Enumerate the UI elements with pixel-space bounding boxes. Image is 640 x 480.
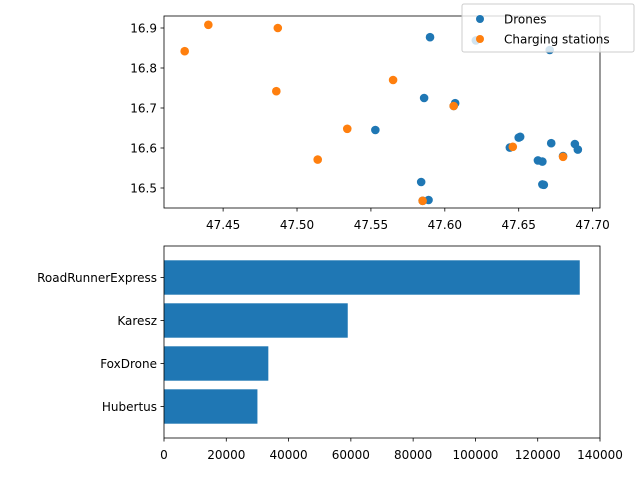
bar-x-tick-label: 40000 [269,448,307,462]
bar-panel: RoadRunnerExpressKareszFoxDroneHubertus … [37,245,623,462]
scatter-y-tick-label: 16.6 [130,142,157,156]
scatter-y-axis: 16.5 16.6 16.7 16.8 16.9 [130,22,164,196]
point-charging-stations [272,86,281,96]
point-drones [416,177,426,187]
bar-hubertus [164,389,258,424]
point-drones [573,145,583,154]
bar-x-tick-label: 120000 [515,448,561,462]
scatter-panel: 16.5 16.6 16.7 16.8 16.9 47.45 47.50 47.55 47.6… [130,3,635,232]
legend-box [461,3,635,53]
bar-x-tick-label: 0 [160,448,168,462]
point-drones [539,180,549,190]
bar-karesz [164,303,348,338]
bar-category-label: Karesz [117,314,157,328]
bar-x-tick-label: 20000 [207,448,245,462]
point-drones [371,125,380,135]
scatter-y-tick-label: 16.5 [130,182,157,196]
legend-marker-drones [476,15,484,23]
point-charging-stations [204,20,213,30]
legend-marker-charging-stations [476,35,484,43]
bar-axes-frame [163,245,601,439]
bar-roadrunnerexpress [164,260,580,295]
scatter-y-tick-label: 16.7 [130,102,157,116]
bar-category-label: RoadRunnerExpress [37,271,157,285]
bar-y-axis: RoadRunnerExpress Karesz FoxDrone Hubertus [37,271,164,414]
scatter-x-tick-label: 47.65 [502,218,536,232]
scatter-axes-frame [163,15,601,209]
scatter-x-tick-label: 47.45 [206,218,240,232]
point-charging-stations [273,23,283,33]
bar-x-axis: 0 20000 40000 60000 80000 100000 120000 140000 [160,438,623,462]
point-charging-stations [449,101,458,111]
point-drones [538,157,547,166]
scatter-legend: Drones Charging stations [461,3,635,53]
bar-x-tick-label: 80000 [394,448,432,462]
bar-category-label: FoxDrone [100,357,157,371]
series-charging-stations [180,20,568,206]
point-drones [514,133,524,142]
bar-category-label: Hubertus [102,400,157,414]
scatter-x-tick-label: 47.60 [428,218,462,232]
scatter-y-tick-label: 16.9 [130,22,157,36]
scatter-x-axis: 47.45 47.50 47.55 47.60 47.65 47.70 [206,208,610,232]
scatter-x-tick-label: 47.55 [354,218,388,232]
point-drones [546,138,556,148]
bar-x-tick-label: 140000 [577,448,623,462]
scatter-x-tick-label: 47.70 [575,218,609,232]
point-charging-stations [558,152,568,162]
bar-rects [164,260,580,424]
point-charging-stations [418,196,427,206]
point-charging-stations [180,46,189,56]
point-drones [419,93,429,103]
scatter-x-tick-label: 47.50 [280,218,314,232]
scatter-y-tick-label: 16.8 [130,62,157,76]
point-drones [425,32,435,42]
legend-label-charging-stations: Charging stations [504,33,610,47]
bar-foxdrone [164,346,269,381]
bar-x-tick-label: 100000 [453,448,499,462]
point-charging-stations [342,124,352,134]
point-charging-stations [388,75,398,85]
bar-x-tick-label: 60000 [332,448,370,462]
legend-label-drones: Drones [504,13,547,27]
point-charging-stations [508,142,518,152]
series-drones [371,32,583,206]
point-charging-stations [313,155,323,164]
